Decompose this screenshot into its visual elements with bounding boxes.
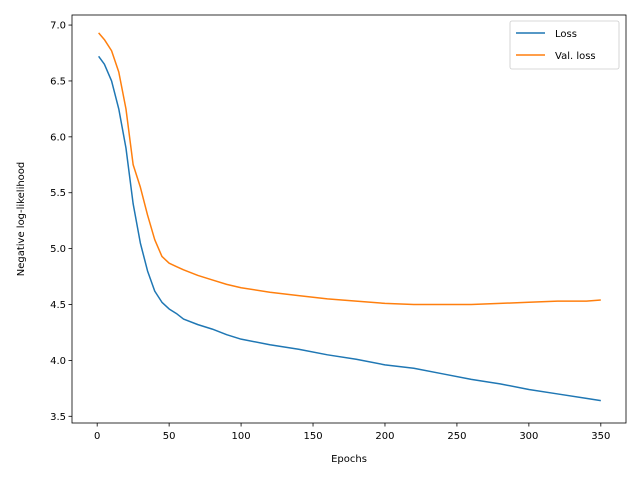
legend-label-loss: Loss: [555, 29, 577, 40]
y-tick-label: 7.0: [50, 21, 66, 32]
x-tick-label: 350: [591, 431, 610, 442]
legend-label-val-loss: Val. loss: [555, 51, 596, 62]
series-line-val-loss: [98, 32, 601, 306]
x-tick-label: 50: [163, 431, 176, 442]
y-axis-ticks: 3.5 4.0 4.5 5.0 5.5 6.0 6.5 7.0: [50, 21, 72, 423]
y-tick-label: 6.5: [50, 76, 66, 87]
x-tick-label: 200: [375, 431, 394, 442]
y-axis-label: Negative log-likelihood: [16, 162, 27, 277]
x-axis-label: Epochs: [331, 454, 367, 465]
plot-frame: [71, 14, 627, 424]
x-tick-label: 150: [303, 431, 322, 442]
y-tick-label: 3.5: [50, 412, 66, 423]
y-tick-label: 4.5: [50, 300, 66, 311]
series-line-loss: [98, 55, 601, 402]
y-tick-label: 4.0: [50, 356, 66, 367]
x-axis-ticks: 0 50 100 150 200 250 300 350: [94, 423, 610, 442]
series-layer: [98, 32, 601, 402]
x-tick-label: 100: [232, 431, 251, 442]
x-tick-label: 0: [94, 431, 100, 442]
y-tick-label: 6.0: [50, 132, 66, 143]
legend: Loss Val. loss: [509, 20, 620, 70]
y-tick-label: 5.0: [50, 244, 66, 255]
y-tick-label: 5.5: [50, 188, 66, 199]
x-tick-label: 300: [519, 431, 538, 442]
x-tick-label: 250: [447, 431, 466, 442]
